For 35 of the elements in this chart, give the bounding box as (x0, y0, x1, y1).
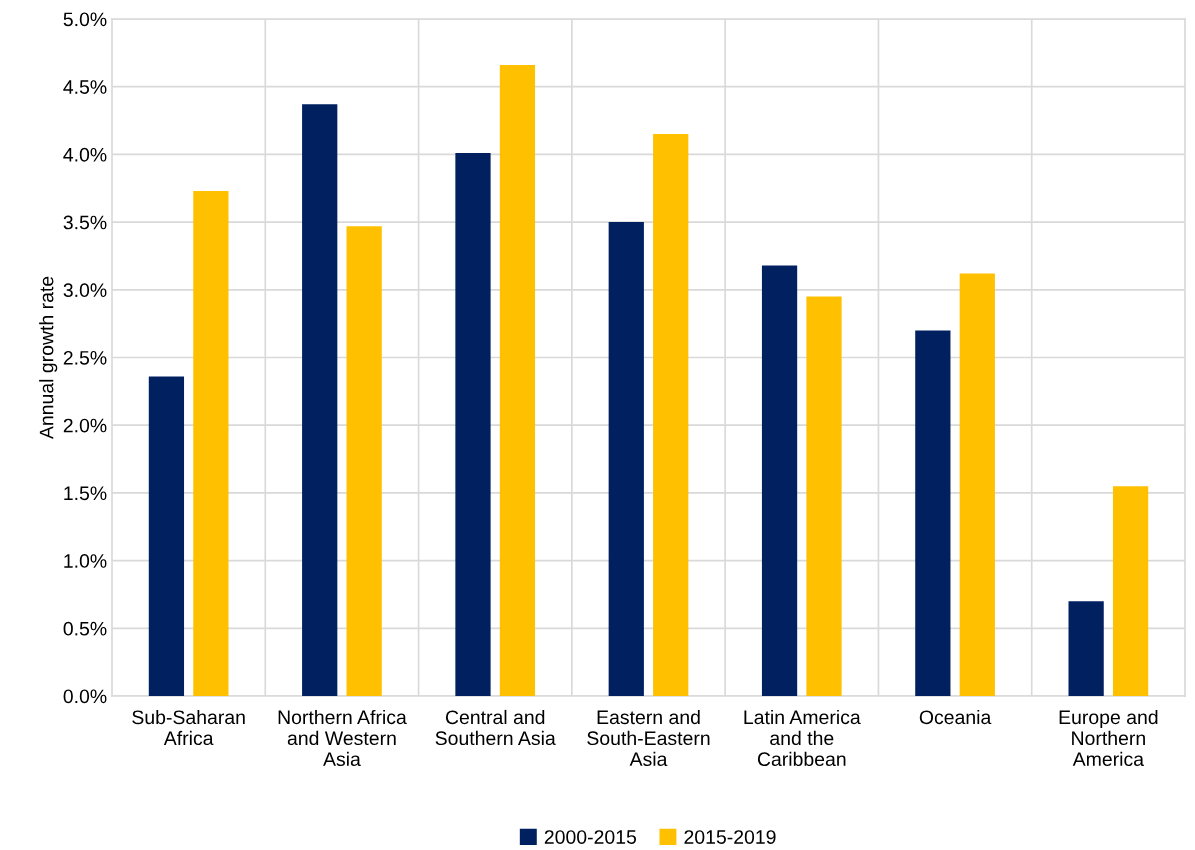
y-tick-label: 1.0% (64, 554, 107, 568)
bar (346, 226, 382, 696)
bar (302, 104, 338, 696)
y-tick-label: 1.5% (64, 486, 107, 501)
y-axis-title: Annual growth rate (39, 276, 58, 440)
bar (959, 273, 995, 696)
x-tick-label: Eastern and South-Eastern Asia (587, 709, 710, 767)
y-tick-label: 3.0% (63, 283, 107, 298)
bar (761, 265, 798, 696)
y-tick-label: 4.0% (63, 147, 107, 162)
x-tick-label: Sub-Saharan Africa (132, 709, 245, 746)
y-tick-label: 3.5% (63, 215, 107, 230)
bar (499, 65, 536, 696)
y-tick-label: 4.5% (63, 80, 107, 94)
y-tick-label: 2.0% (63, 418, 107, 433)
bar (608, 222, 644, 696)
bar (455, 153, 491, 696)
x-tick-label: Latin America and the Caribbean (744, 709, 861, 767)
bar (193, 190, 229, 696)
x-tick-label: Central and Southern Asia (435, 709, 556, 746)
y-tick-label: 0.5% (63, 621, 107, 636)
bar (148, 376, 185, 696)
bar (1112, 486, 1149, 696)
bar (653, 134, 689, 696)
y-tick-label: 0.0% (63, 689, 107, 704)
bar (806, 296, 842, 696)
x-tick-label: Northern Africa and Western Asia (278, 709, 407, 767)
bar (915, 330, 951, 696)
x-tick-label: Oceania (919, 709, 992, 725)
x-tick-label: Europe and Northern America (1059, 709, 1158, 767)
legend-label: 2000-2015 (544, 830, 637, 844)
y-tick-label: 2.5% (63, 350, 107, 365)
y-tick-label: 5.0% (63, 12, 107, 27)
bar (1068, 601, 1104, 696)
legend-label: 2015-2019 (684, 830, 776, 844)
